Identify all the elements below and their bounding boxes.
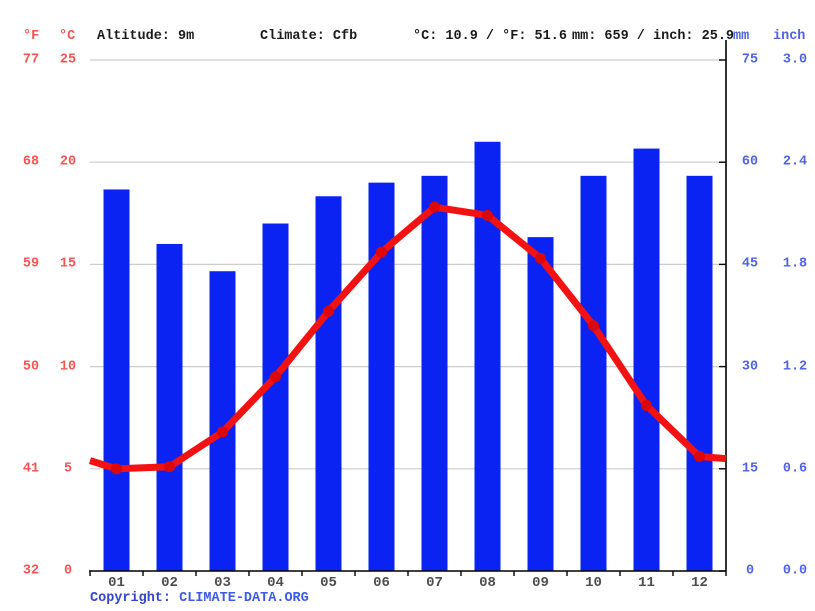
temperature-marker-04 xyxy=(270,371,281,383)
temperature-marker-03 xyxy=(217,426,228,438)
altitude-label: Altitude: 9m xyxy=(97,29,195,44)
inch-axis-title: inch xyxy=(773,29,806,44)
c-tick-label: 10 xyxy=(59,359,77,375)
c-tick-label: 15 xyxy=(59,256,77,272)
mm-tick-label: 60 xyxy=(741,154,759,170)
precipitation-bar-11 xyxy=(633,148,660,571)
inch-tick-label: 1.8 xyxy=(782,256,808,272)
c-tick-label: 5 xyxy=(63,461,73,477)
mm-tick-label: 75 xyxy=(741,52,759,68)
precipitation-bar-04 xyxy=(262,223,289,571)
precipitation-bar-09 xyxy=(527,237,554,571)
temperature-marker-05 xyxy=(323,305,334,317)
precipitation-bar-08 xyxy=(474,141,501,571)
mm-tick-label: 45 xyxy=(741,256,759,272)
climate-class-label: Climate: Cfb xyxy=(260,29,358,44)
total-precipitation-label: mm: 659 / inch: 25.9 xyxy=(572,29,735,44)
f-tick-label: 32 xyxy=(22,563,40,579)
precipitation-bar-10 xyxy=(580,175,607,571)
mm-tick-label: 0 xyxy=(745,563,755,579)
mm-tick-label: 15 xyxy=(741,461,759,477)
temperature-marker-08 xyxy=(482,209,493,221)
temperature-marker-06 xyxy=(376,246,387,258)
month-label-01: 01 xyxy=(108,575,125,591)
month-label-10: 10 xyxy=(585,575,602,591)
month-label-12: 12 xyxy=(691,575,708,591)
precipitation-bar-01 xyxy=(103,189,130,571)
temperature-marker-10 xyxy=(588,320,599,332)
celsius-axis-title: °C xyxy=(59,29,76,44)
month-label-09: 09 xyxy=(532,575,549,591)
temperature-marker-02 xyxy=(164,461,175,473)
f-tick-label: 77 xyxy=(22,52,40,68)
mean-temperature-label: °C: 10.9 / °F: 51.6 xyxy=(413,29,567,44)
precipitation-bar-07 xyxy=(421,175,448,571)
fahrenheit-axis-title: °F xyxy=(23,29,40,44)
month-label-07: 07 xyxy=(426,575,443,591)
month-label-02: 02 xyxy=(161,575,178,591)
temperature-line xyxy=(88,203,727,473)
inch-tick-label: 0.0 xyxy=(782,563,808,579)
c-tick-label: 0 xyxy=(63,563,73,579)
f-tick-label: 50 xyxy=(22,359,40,375)
precipitation-bar-02 xyxy=(156,243,183,571)
temperature-marker-11 xyxy=(641,399,652,411)
month-label-03: 03 xyxy=(214,575,231,591)
month-label-04: 04 xyxy=(267,575,284,591)
mm-axis-title: mm xyxy=(733,29,750,44)
climate-data-org-link[interactable]: CLIMATE-DATA.ORG xyxy=(179,591,309,606)
f-tick-label: 41 xyxy=(22,461,40,477)
month-label-11: 11 xyxy=(638,575,655,591)
inch-tick-label: 0.6 xyxy=(782,461,808,477)
month-label-06: 06 xyxy=(373,575,390,591)
inch-tick-label: 2.4 xyxy=(782,154,808,170)
c-tick-label: 25 xyxy=(59,52,77,68)
f-tick-label: 68 xyxy=(22,154,40,170)
temperature-marker-12 xyxy=(694,451,705,463)
temperature-marker-09 xyxy=(535,252,546,264)
f-tick-label: 59 xyxy=(22,256,40,272)
inch-tick-label: 3.0 xyxy=(782,52,808,68)
mm-tick-label: 30 xyxy=(741,359,759,375)
inch-tick-label: 1.2 xyxy=(782,359,808,375)
month-label-05: 05 xyxy=(320,575,337,591)
precipitation-bar-05 xyxy=(315,196,342,571)
month-label-08: 08 xyxy=(479,575,496,591)
temperature-marker-07 xyxy=(429,201,440,213)
c-tick-label: 20 xyxy=(59,154,77,170)
copyright: Copyright: CLIMATE-DATA.ORG xyxy=(90,591,309,606)
copyright-label: Copyright: xyxy=(90,591,172,606)
precipitation-bar-12 xyxy=(686,175,713,571)
temperature-marker-01 xyxy=(111,463,122,475)
